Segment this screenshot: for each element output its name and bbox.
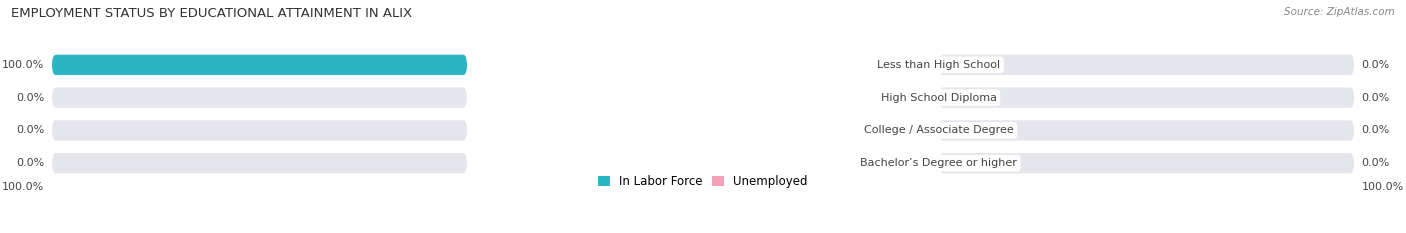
Text: EMPLOYMENT STATUS BY EDUCATIONAL ATTAINMENT IN ALIX: EMPLOYMENT STATUS BY EDUCATIONAL ATTAINM… bbox=[11, 7, 412, 20]
Text: 100.0%: 100.0% bbox=[1361, 182, 1405, 192]
FancyBboxPatch shape bbox=[52, 120, 467, 140]
Text: High School Diploma: High School Diploma bbox=[882, 93, 997, 103]
Text: College / Associate Degree: College / Associate Degree bbox=[865, 125, 1014, 135]
FancyBboxPatch shape bbox=[939, 55, 1354, 75]
Text: 0.0%: 0.0% bbox=[1361, 158, 1391, 168]
FancyBboxPatch shape bbox=[939, 88, 1354, 108]
Text: 0.0%: 0.0% bbox=[15, 93, 45, 103]
Text: 100.0%: 100.0% bbox=[1, 60, 45, 70]
Text: 0.0%: 0.0% bbox=[15, 125, 45, 135]
FancyBboxPatch shape bbox=[52, 55, 467, 75]
Text: 100.0%: 100.0% bbox=[1, 182, 45, 192]
FancyBboxPatch shape bbox=[52, 88, 467, 108]
FancyBboxPatch shape bbox=[52, 153, 467, 173]
Text: Less than High School: Less than High School bbox=[877, 60, 1001, 70]
FancyBboxPatch shape bbox=[939, 120, 1354, 140]
FancyBboxPatch shape bbox=[939, 153, 1354, 173]
Text: Source: ZipAtlas.com: Source: ZipAtlas.com bbox=[1284, 7, 1395, 17]
Text: 0.0%: 0.0% bbox=[1361, 60, 1391, 70]
Text: 0.0%: 0.0% bbox=[1361, 93, 1391, 103]
Legend: In Labor Force, Unemployed: In Labor Force, Unemployed bbox=[593, 170, 813, 193]
Text: 0.0%: 0.0% bbox=[15, 158, 45, 168]
FancyBboxPatch shape bbox=[52, 55, 467, 75]
Text: Bachelor’s Degree or higher: Bachelor’s Degree or higher bbox=[860, 158, 1018, 168]
Text: 0.0%: 0.0% bbox=[1361, 125, 1391, 135]
